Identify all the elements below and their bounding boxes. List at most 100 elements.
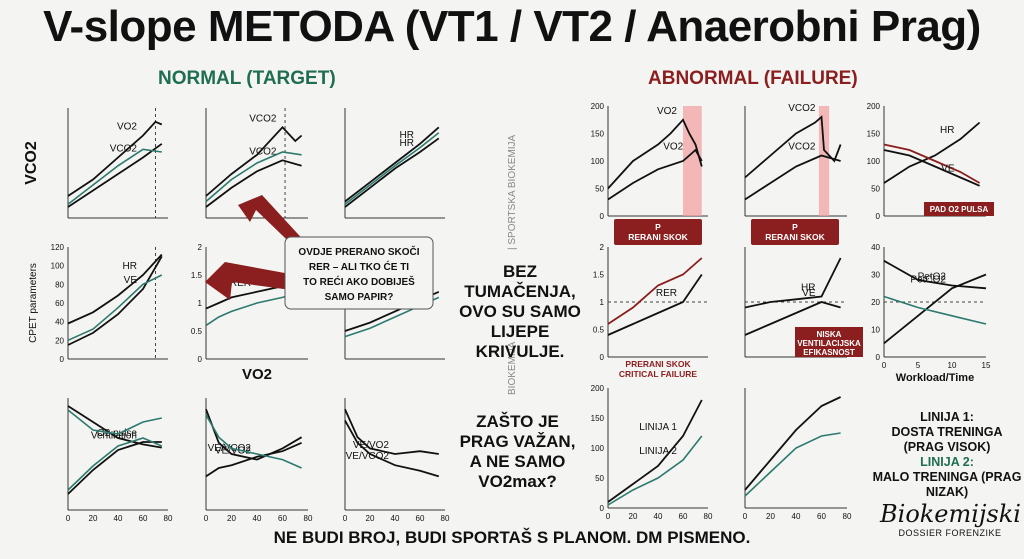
series-line	[744, 301, 841, 336]
normal-label: NORMAL (TARGET)	[158, 68, 336, 89]
series-line	[205, 414, 302, 469]
y-tick-label: 0.5	[593, 326, 605, 335]
series-line	[607, 273, 703, 336]
series-line	[607, 257, 703, 325]
series-line	[883, 121, 981, 184]
series-label: VO2	[657, 106, 677, 117]
y-tick-label: 200	[867, 102, 881, 111]
x-tick-label: 20	[766, 512, 775, 521]
x-tick-label: 20	[227, 514, 236, 523]
series-line	[67, 409, 162, 435]
legend-right: LINIJA 1: DOSTA TRENINGA (PRAG VISOK) LI…	[872, 410, 1022, 500]
mid-text-2: ZAŠTO JE PRAG VAŽAN, A NE SAMO VO2max?	[459, 412, 576, 491]
y-tick-label: 100	[867, 157, 881, 166]
series-line	[344, 126, 440, 203]
y-tick-label: 0	[600, 353, 605, 362]
y-tick-label: 40	[55, 318, 64, 327]
y-tick-label: 120	[51, 243, 65, 252]
callout-text: P	[655, 222, 661, 232]
divider-text: BIOKEMIJA	[507, 341, 518, 395]
callout-bubble-text: OVDJE PRERANO SKOČI	[298, 245, 419, 258]
x-tick-label: 20	[629, 512, 638, 521]
series-label: VCO2	[249, 146, 277, 157]
series-label: VE/VO2	[215, 446, 252, 457]
x-tick-label: 15	[982, 361, 991, 370]
annotation-text: EFIKASNOST	[803, 348, 855, 357]
footer-text: NE BUDI BROJ, BUDI SPORTAŠ S PLANOM. DM …	[273, 528, 751, 547]
series-line	[883, 260, 987, 290]
y-tick-label: 50	[871, 185, 880, 194]
annotation-text: PRERANI SKOK	[625, 359, 691, 369]
series-line	[344, 132, 440, 205]
series-line	[744, 257, 842, 309]
highlight-zone	[818, 106, 830, 216]
callout-box	[751, 219, 839, 245]
page-title: V-slope METODA (VT1 / VT2 / Anaerobni Pr…	[43, 2, 981, 51]
y-tick-label: 1	[198, 299, 203, 308]
x-tick-label: 20	[89, 514, 98, 523]
y-tick-label: 150	[591, 414, 605, 423]
x-tick-label: 40	[114, 514, 123, 523]
y-tick-label: 0	[876, 212, 881, 221]
series-label: VCO2	[788, 103, 816, 114]
series-line	[744, 432, 841, 497]
series-line	[607, 148, 703, 201]
brand-tag: DOSSIER FORENZIKE	[898, 528, 1002, 538]
legend-line2-title: LINIJA 2:	[920, 455, 974, 469]
x-tick-label: 20	[366, 514, 375, 523]
series-label: VE/VO2	[353, 440, 390, 451]
x-tick-label: 0	[66, 514, 71, 523]
annotation-text: CRITICAL FAILURE	[619, 369, 698, 379]
series-line	[883, 143, 981, 184]
y-tick-label: 30	[871, 271, 880, 280]
series-line	[205, 441, 302, 478]
series-line	[205, 125, 303, 197]
x-tick-label: 40	[253, 514, 262, 523]
x-tick-label: 40	[654, 512, 663, 521]
highlight-zone	[683, 106, 702, 216]
y-tick-label: 1	[600, 298, 605, 307]
series-label: VCO2	[249, 113, 277, 124]
x-tick-label: 0	[204, 514, 209, 523]
series-label: HR	[123, 261, 137, 272]
series-label: VE/VCO2	[208, 443, 252, 454]
series-label: HR	[801, 283, 815, 294]
series-label: VE	[941, 164, 955, 175]
series-label: PetCO2	[910, 274, 946, 285]
series-label: VCO2	[788, 142, 816, 153]
y-tick-label: 200	[591, 384, 605, 393]
legend-line1-title: LINIJA 1:	[920, 410, 974, 424]
annotation-text: PAD O2 PULSA	[930, 205, 989, 214]
series-line	[67, 274, 163, 342]
series-line	[67, 143, 163, 208]
x-tick-label: 80	[304, 514, 313, 523]
y-tick-label: 0	[600, 212, 605, 221]
y-axis-label: CPET parameters	[28, 263, 39, 343]
x-tick-label: 10	[948, 361, 957, 370]
y-tick-label: 100	[591, 157, 605, 166]
series-line	[344, 419, 440, 478]
series-label: VE	[124, 275, 138, 286]
x-axis-label: VO2	[242, 366, 272, 383]
y-tick-label: 20	[871, 298, 880, 307]
x-tick-label: 40	[792, 512, 801, 521]
series-label: VE	[802, 288, 816, 299]
brand-logo: Biokemijski DOSSIER FORENZIKE	[880, 500, 1021, 538]
y-tick-label: 50	[595, 474, 604, 483]
series-label: HR	[400, 138, 414, 149]
annotation-box	[795, 327, 863, 357]
x-tick-label: 60	[817, 512, 826, 521]
series-label: Ventilation	[91, 430, 137, 441]
series-line	[67, 253, 163, 325]
callout-bubble-text: SAMO PAPIR?	[325, 292, 394, 303]
x-tick-label: 60	[416, 514, 425, 523]
series-line	[607, 399, 703, 503]
y-tick-label: 0	[600, 504, 605, 513]
x-tick-label: 60	[679, 512, 688, 521]
x-tick-label: 60	[278, 514, 287, 523]
y-tick-label: 80	[55, 280, 64, 289]
legend-line2-text: MALO TRENINGA (PRAG NIZAK)	[872, 470, 1022, 499]
y-axis-label: VCO2	[23, 141, 40, 185]
annotation-text: NISKA	[817, 330, 842, 339]
arrow-shape	[205, 262, 312, 300]
